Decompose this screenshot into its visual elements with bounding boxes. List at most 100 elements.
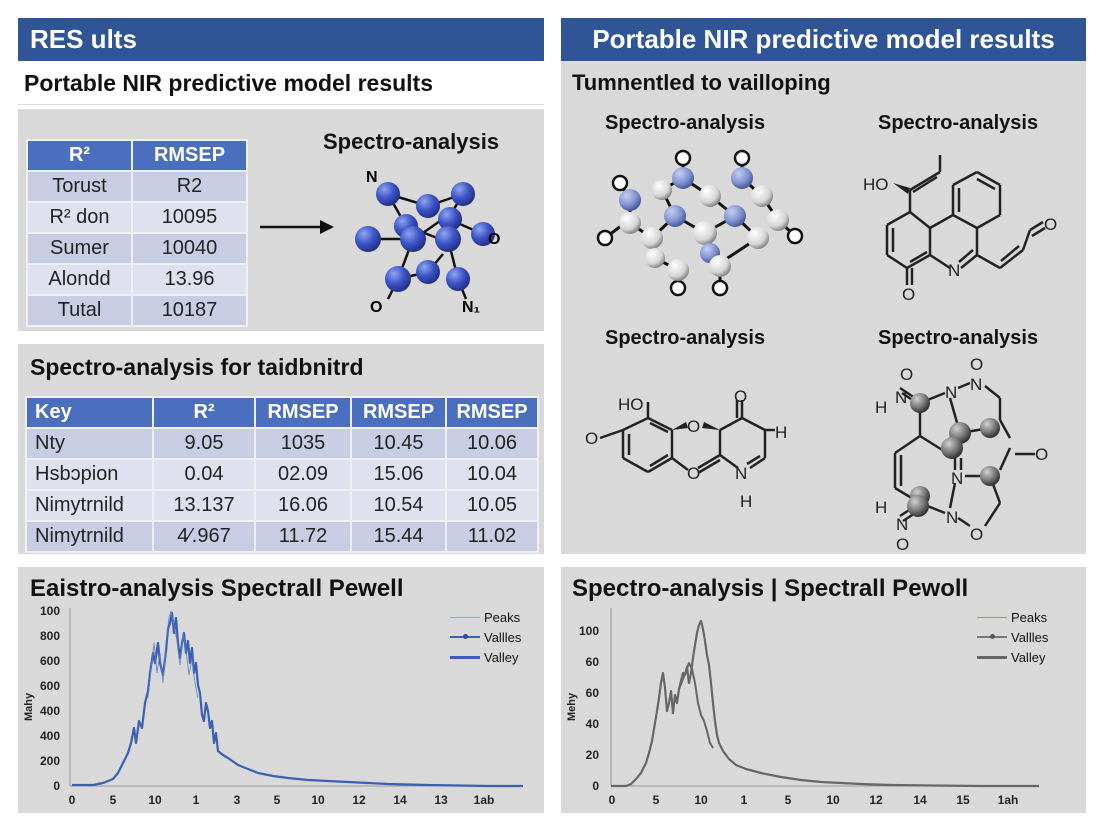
table-cell: 15.44 <box>350 520 447 553</box>
table-cell: 10.05 <box>445 489 539 522</box>
col-header-r2: R² <box>26 139 133 172</box>
y-tick: 600 <box>40 679 60 693</box>
table-cell: 0.04 <box>152 458 256 491</box>
col-header-r2: R² <box>152 396 256 429</box>
x-tick: 10 <box>311 793 325 807</box>
atom-label: N₁ <box>462 299 481 316</box>
x-tick: 15 <box>956 793 970 807</box>
x-tick: 5 <box>110 793 117 807</box>
table-cell: Tutal <box>26 294 133 327</box>
legend-item-valley: Valley <box>450 647 521 667</box>
x-tick: 5 <box>274 793 281 807</box>
atom-label: H <box>740 492 752 511</box>
y-tick: 800 <box>40 629 60 643</box>
table-cell: 10.54 <box>350 489 447 522</box>
structure-title: Spectro-analysis <box>605 327 766 349</box>
y-tick: 60 <box>586 655 600 669</box>
atom-label: O <box>900 365 913 384</box>
molecule-title: Spectro-analysis <box>323 129 500 154</box>
spectro-table: Key R² RMSEP RMSEP RMSEP Nty 9.05 1035 1… <box>25 396 539 553</box>
right-banner: Portable NIR predictive model results <box>561 18 1086 61</box>
x-tick: 12 <box>869 793 883 807</box>
right-chart-panel: Spectro-analysis | Spectrall Pewoll 100 … <box>561 567 1086 813</box>
atom-label: N <box>970 375 982 394</box>
x-tick: 1 <box>741 793 748 807</box>
table-cell: 10.04 <box>445 458 539 491</box>
x-tick: 14 <box>393 793 407 807</box>
y-tick: 0 <box>53 779 60 793</box>
atom-label: O <box>1044 215 1057 234</box>
table2-title: Spectro-analysis for taidbnitrd <box>30 354 364 380</box>
x-tick: 10 <box>148 793 162 807</box>
spectrum-chart-left: 100 800 600 600 400 400 200 0 Mahy 0 5 1… <box>23 604 523 807</box>
spectro-table-panel: Spectro-analysis for taidbnitrd Key R² R… <box>18 344 544 554</box>
y-tick: 400 <box>40 729 60 743</box>
table-cell: R2 <box>131 170 248 203</box>
table-cell: 4⁄.967 <box>152 520 256 553</box>
atom-label: N <box>366 169 378 186</box>
right-subtitle: Tumnentled to vailloping <box>572 70 831 95</box>
structure-title: Spectro-analysis <box>878 112 1039 134</box>
x-tick: 5 <box>785 793 792 807</box>
table-cell: 02.09 <box>254 458 352 491</box>
x-tick: 14 <box>913 793 927 807</box>
atom-label: O <box>970 358 983 374</box>
spectrum-line <box>72 611 523 788</box>
x-tick: 10 <box>826 793 840 807</box>
col-header-rmsep: RMSEP <box>254 396 352 429</box>
model-results-panel: R² RMSEP Torust R2 R² don 10095 Sumer 10040… <box>18 109 544 331</box>
legend-item-peaks: Peaks <box>977 607 1048 627</box>
atom-label: O <box>687 417 700 436</box>
atom-label: O <box>902 285 915 304</box>
x-tick: 1ah <box>998 793 1019 807</box>
col-header-key: Key <box>25 396 154 429</box>
x-tick: 0 <box>609 793 616 807</box>
col-header-rmsep: RMSEP <box>131 139 248 172</box>
table-cell: 15.06 <box>350 458 447 491</box>
atom-label: HO <box>618 395 644 414</box>
table-cell: 10040 <box>131 232 248 265</box>
atom-label: O <box>1035 445 1048 464</box>
x-tick: 10 <box>694 793 708 807</box>
x-tick: 13 <box>434 793 448 807</box>
left-banner: RES ults <box>18 18 544 61</box>
y-tick: 100 <box>40 604 60 618</box>
x-tick: 0 <box>69 793 76 807</box>
table-row: Hsbɔpion 0.04 02.09 15.06 10.04 <box>25 458 539 491</box>
table-cell: Hsbɔpion <box>25 458 154 491</box>
atom-label: O <box>687 464 700 483</box>
atom-label: H <box>875 498 887 517</box>
table-row: Alondd 13.96 <box>26 263 248 296</box>
atom-label: N <box>735 464 747 483</box>
y-tick: 600 <box>40 654 60 668</box>
atom-label: N <box>895 388 907 407</box>
table-cell: Nty <box>25 427 154 460</box>
y-axis-label: Mehy <box>566 692 578 721</box>
table-cell: 1035 <box>254 427 352 460</box>
right-structures-panel <box>561 18 1086 554</box>
model-results-table: R² RMSEP Torust R2 R² don 10095 Sumer 10040… <box>26 139 248 327</box>
atom-label: O <box>488 231 500 248</box>
atom-label: O <box>970 525 983 544</box>
y-tick: 60 <box>586 686 600 700</box>
col-header-rmsep: RMSEP <box>445 396 539 429</box>
table-cell: 11.72 <box>254 520 352 553</box>
table-cell: Alondd <box>26 263 133 296</box>
table-cell: 16.06 <box>254 489 352 522</box>
chart-title: Spectro-analysis | Spectrall Pewoll <box>572 575 969 602</box>
atom-label: N <box>945 383 957 402</box>
table-row: R² don 10095 <box>26 201 248 234</box>
table-cell: 13.137 <box>152 489 256 522</box>
left-banner-title: RES ults <box>30 24 137 54</box>
molecule-skeletal-icon-2: HO O O O H O N H <box>585 390 787 511</box>
table-cell: 10095 <box>131 201 248 234</box>
left-chart-panel: Eaistro-analysis Spectrall Pewell 100 80… <box>18 567 544 813</box>
atom-label: N <box>951 469 963 488</box>
table-cell: 10.06 <box>445 427 539 460</box>
table-row: Torust R2 <box>26 170 248 203</box>
table-cell: 10187 <box>131 294 248 327</box>
table-cell: Nimytrnild <box>25 520 154 553</box>
divider <box>18 104 544 105</box>
atom-label: N <box>896 515 908 534</box>
table-cell: Nimytrnild <box>25 489 154 522</box>
